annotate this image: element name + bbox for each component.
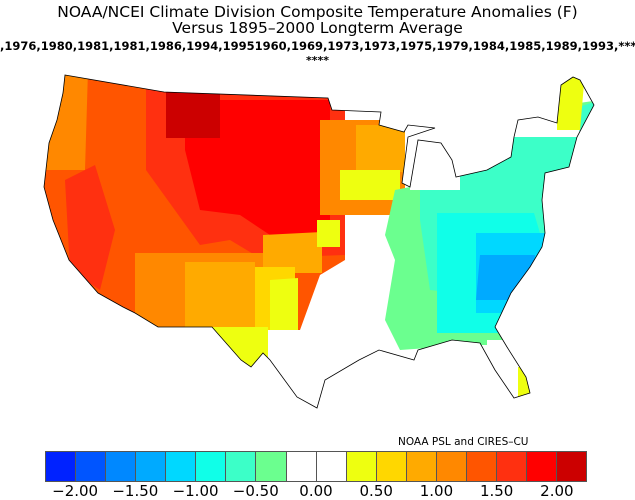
legend-label: −1.50: [112, 482, 159, 500]
legend-label: 1.50: [479, 482, 514, 500]
region-northern-rockies-plains: [185, 100, 330, 235]
legend-swatch: [557, 452, 587, 481]
legend-swatch: [316, 452, 347, 481]
region-california-interior: [65, 165, 115, 290]
legend-swatch: [46, 452, 77, 481]
region-wisconsin: [356, 125, 405, 172]
legend-swatch: [376, 452, 407, 481]
map-title: NOAA/NCEI Climate Division Composite Tem…: [57, 3, 578, 21]
legend-swatch: [346, 452, 377, 481]
composite-years-text: ,1976,1980,1981,1981,1986,1994,19951960,…: [0, 39, 635, 53]
legend-label: 2.00: [540, 482, 574, 500]
region-west-texas-east: [270, 278, 298, 330]
region-michigan: [410, 128, 460, 190]
legend-label: 0.00: [299, 482, 333, 500]
region-maine: [557, 75, 585, 130]
region-montana: [166, 90, 220, 138]
legend-swatch: [76, 452, 107, 481]
legend-swatch: [226, 452, 257, 481]
region-iowa: [340, 170, 400, 200]
legend-swatch: [196, 452, 227, 481]
color-legend: [45, 451, 587, 482]
credit-text: NOAA PSL and CIRES–CU: [398, 436, 529, 448]
region-new-mexico: [185, 262, 255, 330]
us-outline: [43, 74, 595, 409]
composite-years: ,1976,1980,1981,1981,1986,1994,19951960,…: [0, 39, 635, 53]
region-south-florida: [518, 367, 532, 400]
composite-years-continued: ****: [305, 54, 329, 67]
legend-swatch: [136, 452, 167, 481]
legend-swatch: [406, 452, 437, 481]
legend-swatch: [527, 452, 558, 481]
legend-label: −0.50: [232, 482, 279, 500]
legend-swatch: [286, 452, 317, 481]
legend-swatch: [496, 452, 527, 481]
legend-swatch: [166, 452, 197, 481]
legend-swatch: [436, 452, 467, 481]
region-southern-plains: [263, 232, 322, 273]
map-subtitle: Versus 1895–2000 Longterm Average: [172, 19, 463, 37]
legend-label: −1.00: [172, 482, 219, 500]
legend-swatch: [466, 452, 497, 481]
region-west-texas: [210, 327, 268, 372]
legend-label: 0.50: [359, 482, 393, 500]
legend-swatch: [256, 452, 287, 481]
region-missouri-west: [317, 220, 340, 247]
legend-label: −2.00: [52, 482, 99, 500]
region-coastal-carolinas: [476, 255, 535, 300]
legend-swatch: [106, 452, 137, 481]
legend-label: 1.00: [419, 482, 454, 500]
